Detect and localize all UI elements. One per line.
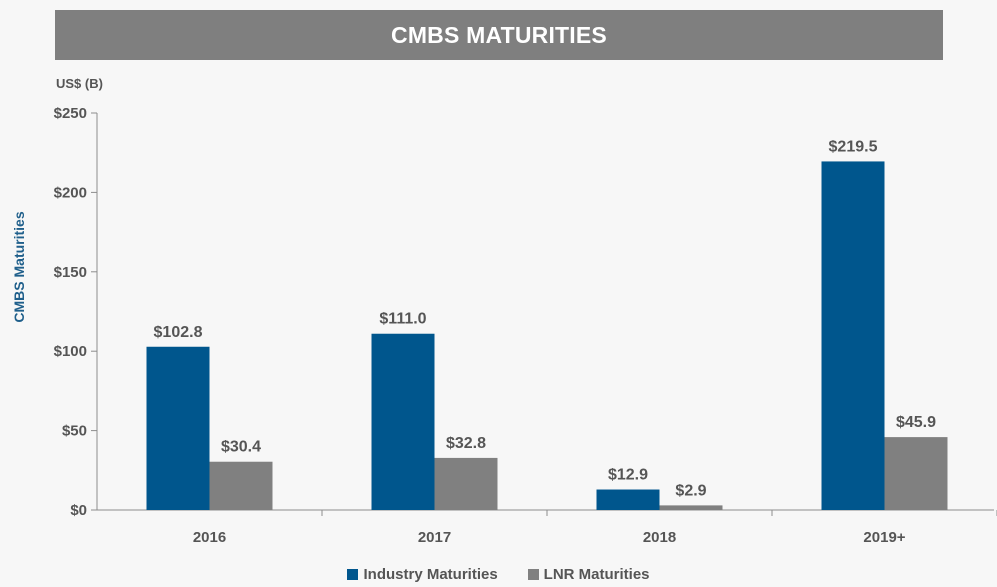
data-label: $32.8 xyxy=(446,435,486,452)
y-tick-label: $50 xyxy=(62,423,87,440)
x-tick-label: 2017 xyxy=(418,529,451,546)
legend-item-lnr: LNR Maturities xyxy=(527,566,650,583)
legend-label-industry: Industry Maturities xyxy=(363,566,498,583)
y-tick-label: $150 xyxy=(54,264,87,281)
bar xyxy=(371,333,435,510)
bar xyxy=(884,437,948,510)
legend-item-industry: Industry Maturities xyxy=(347,566,498,583)
bar xyxy=(434,457,498,510)
bar xyxy=(596,489,660,510)
data-label: $45.9 xyxy=(896,414,936,431)
data-label: $30.4 xyxy=(221,439,261,456)
data-label: $2.9 xyxy=(675,482,706,499)
data-label: $12.9 xyxy=(608,467,648,484)
legend-swatch-industry xyxy=(347,569,359,580)
chart-title-banner: CMBS MATURITIES xyxy=(55,10,943,60)
legend: Industry Maturities LNR Maturities xyxy=(0,566,997,583)
legend-label-lnr: LNR Maturities xyxy=(543,566,650,583)
bar xyxy=(659,505,723,510)
y-tick-label: $100 xyxy=(54,343,87,360)
data-label: $219.5 xyxy=(829,138,878,155)
x-tick-label: 2019+ xyxy=(863,529,905,546)
y-tick-label: $200 xyxy=(54,184,87,201)
data-label: $102.8 xyxy=(154,324,203,341)
bar xyxy=(821,161,885,510)
bar xyxy=(146,346,210,510)
x-tick-label: 2016 xyxy=(193,529,226,546)
units-label: US$ (B) xyxy=(56,76,103,91)
legend-swatch-lnr xyxy=(527,569,539,580)
bar xyxy=(209,461,273,510)
data-label: $111.0 xyxy=(379,311,426,328)
y-tick-label: $250 xyxy=(54,105,87,122)
chart-title: CMBS MATURITIES xyxy=(391,21,607,48)
x-tick-label: 2018 xyxy=(643,529,676,546)
y-tick-label: $0 xyxy=(70,502,87,519)
